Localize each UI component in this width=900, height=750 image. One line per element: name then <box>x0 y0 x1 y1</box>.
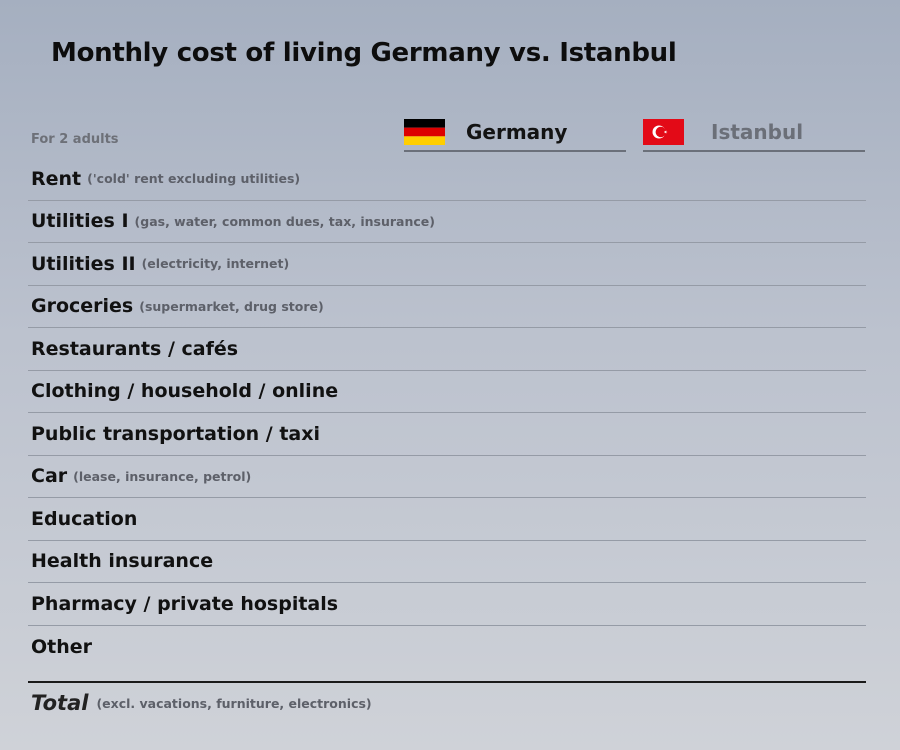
column-label-germany: Germany <box>466 120 568 144</box>
row-clothing: Clothing / household / online <box>28 371 866 413</box>
total-label: Total <box>31 691 89 715</box>
row-restaurants: Restaurants / cafés <box>28 328 866 371</box>
total-row: Total (excl. vacations, furniture, elect… <box>28 681 866 715</box>
row-label: Health insurance <box>31 550 214 573</box>
row-label: Restaurants / cafés <box>31 337 239 360</box>
row-label: Education <box>31 507 138 530</box>
row-note: (lease, insurance, petrol) <box>73 468 252 484</box>
row-transportation: Public transportation / taxi <box>28 413 866 456</box>
row-note: (gas, water, common dues, tax, insurance… <box>134 213 435 229</box>
row-education: Education <box>28 498 866 541</box>
row-rent: Rent ('cold' rent excluding utilities) <box>28 158 866 201</box>
cost-table: Rent ('cold' rent excluding utilities) U… <box>28 158 866 668</box>
row-groceries: Groceries (supermarket, drug store) <box>28 286 866 328</box>
turkey-flag-icon <box>643 119 684 145</box>
total-note: (excl. vacations, furniture, electronics… <box>96 695 372 711</box>
row-note: ('cold' rent excluding utilities) <box>87 171 301 187</box>
row-other: Other <box>28 626 866 669</box>
row-utilities-2: Utilities II (electricity, internet) <box>28 243 866 286</box>
row-health-insurance: Health insurance <box>28 541 866 583</box>
row-label: Public transportation / taxi <box>31 422 321 445</box>
germany-flag-icon <box>404 119 445 145</box>
row-pharmacy: Pharmacy / private hospitals <box>28 583 866 626</box>
row-label: Utilities II <box>31 252 136 275</box>
row-label: Other <box>31 635 93 658</box>
row-car: Car (lease, insurance, petrol) <box>28 456 866 498</box>
row-utilities-1: Utilities I (gas, water, common dues, ta… <box>28 201 866 243</box>
row-label: Groceries <box>31 295 134 318</box>
subtitle: For 2 adults <box>31 132 119 147</box>
page-title: Monthly cost of living Germany vs. Istan… <box>51 38 677 68</box>
row-note: (supermarket, drug store) <box>139 298 324 314</box>
row-label: Rent <box>31 167 82 190</box>
column-header-istanbul: Istanbul <box>643 114 865 152</box>
row-label: Utilities I <box>31 210 129 233</box>
row-label: Car <box>31 465 68 488</box>
row-label: Clothing / household / online <box>31 380 339 403</box>
row-label: Pharmacy / private hospitals <box>31 592 339 615</box>
column-label-istanbul: Istanbul <box>711 120 804 144</box>
row-note: (electricity, internet) <box>141 256 290 272</box>
column-header-germany: Germany <box>404 114 626 152</box>
